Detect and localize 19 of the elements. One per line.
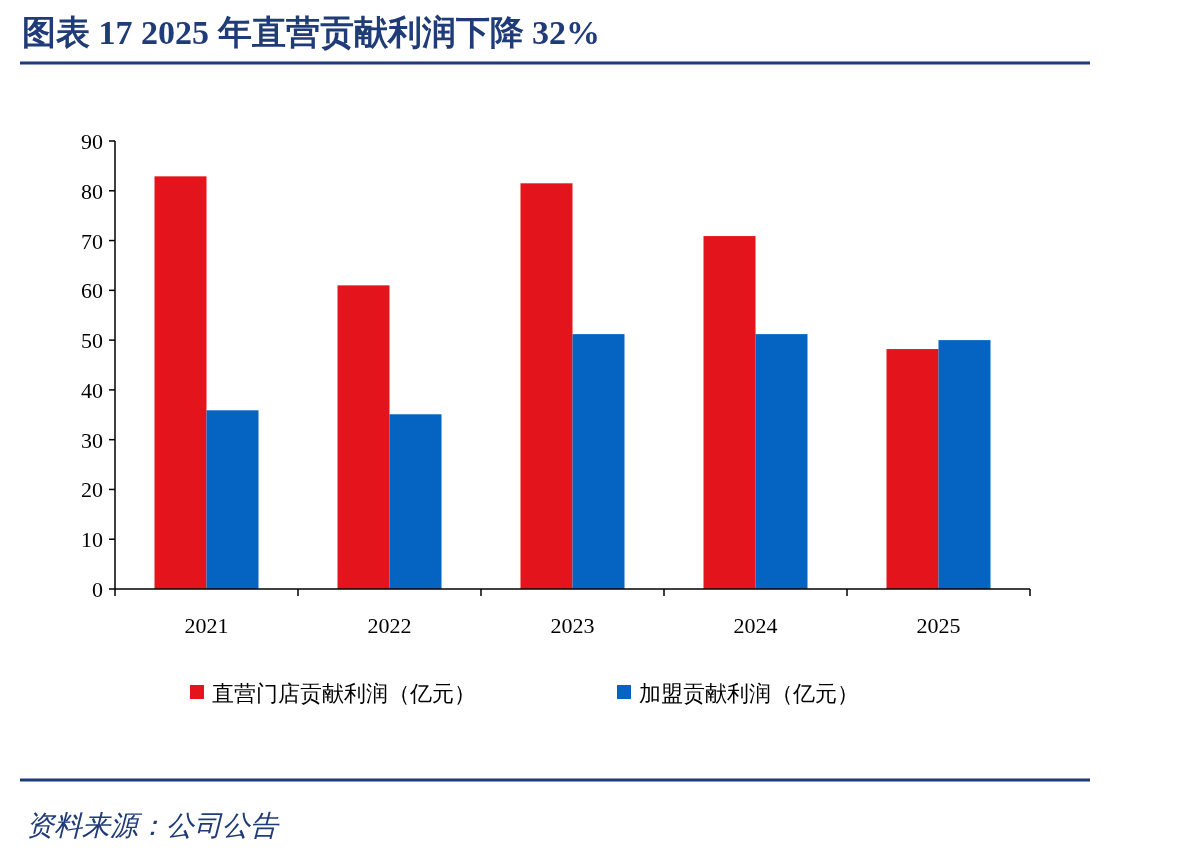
y-tick-label: 70 bbox=[81, 228, 103, 254]
y-tick-label: 20 bbox=[81, 477, 103, 503]
y-tick-label: 0 bbox=[92, 577, 103, 602]
y-tick-label: 60 bbox=[81, 278, 103, 304]
x-tick-label: 2021 bbox=[184, 613, 229, 638]
y-tick-label: 30 bbox=[81, 427, 103, 453]
x-tick-label: 2022 bbox=[367, 613, 412, 638]
y-tick-label: 90 bbox=[81, 129, 103, 154]
x-tick-label: 2025 bbox=[916, 613, 961, 638]
y-tick-label: 50 bbox=[81, 328, 103, 354]
y-tick-label: 40 bbox=[81, 377, 103, 403]
y-tick-label: 80 bbox=[81, 178, 103, 204]
legend-label: 加盟贡献利润（亿元） bbox=[639, 681, 859, 706]
x-tick-label: 2023 bbox=[550, 613, 595, 638]
y-tick-label: 10 bbox=[81, 527, 103, 553]
text: 资料来源：公司公告 bbox=[26, 809, 280, 842]
x-tick-label: 2024 bbox=[733, 613, 778, 638]
legend-label: 直营门店贡献利润（亿元） bbox=[212, 681, 476, 706]
chart-title: 图表 17 2025 年直营贡献利润下降 32% bbox=[22, 14, 600, 51]
